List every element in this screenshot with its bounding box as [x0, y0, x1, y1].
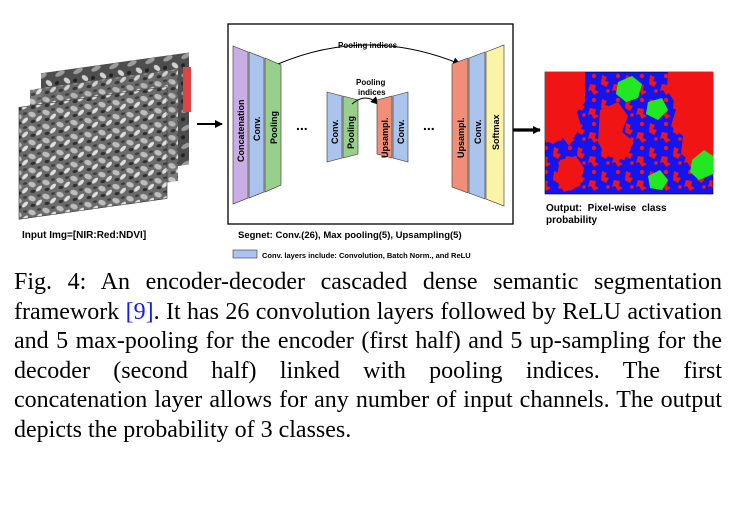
layer-pooling-2-label: Pooling — [346, 116, 356, 149]
output-region-red-center — [598, 102, 634, 160]
layer-pooling-1-label: Pooling — [269, 111, 279, 144]
layer-upsampling-2 — [451, 57, 469, 194]
caption-text-part-2: . It has 26 convolution layers followed … — [14, 298, 722, 443]
output-image — [544, 71, 714, 195]
output-region-red-bottom — [556, 156, 584, 192]
layer-conv-1-label: Conv. — [252, 117, 262, 141]
layer-conv-4 — [468, 51, 486, 200]
layer-concatenation — [232, 45, 249, 205]
pooling-indices-top-label: Pooling indices — [338, 41, 398, 50]
pooling-indices-mid-label-1: Pooling — [356, 78, 385, 87]
layer-softmax-label: Softmax — [491, 114, 501, 150]
layer-conv-1 — [248, 51, 265, 199]
caption-fig-label: Fig. 4: — [14, 269, 87, 295]
caption-text-part-1: An encoder-decoder cascaded dense semant… — [14, 269, 722, 325]
pooling-indices-mid-label-2: indices — [358, 88, 386, 97]
layer-conv-4-label: Conv. — [473, 120, 483, 144]
layer-upsampling-1 — [376, 95, 393, 159]
layer-conv-2 — [326, 91, 343, 163]
legend-swatch — [232, 249, 258, 259]
output-region-green-top — [616, 76, 642, 102]
network-diagram: Input Img=[NIR:Red:NDVI] Pooling indices… — [18, 23, 714, 260]
layer-conv-2-label: Conv. — [330, 120, 340, 144]
legend-text: Conv. layers include: Convolution, Batch… — [262, 251, 471, 260]
pooling-indices-arc — [277, 44, 461, 66]
output-region-red-right — [667, 72, 713, 164]
layer-pooling-1 — [264, 57, 282, 193]
layer-conv-3 — [392, 91, 409, 163]
layer-upsampling-1-label: Upsampl. — [380, 117, 390, 158]
layer-upsampling-2-label: Upsampl. — [456, 117, 466, 158]
encoder-ellipsis: ... — [296, 117, 308, 133]
output-region-green-mid — [646, 98, 668, 120]
output-label-line-1: Output: Pixel-wise class — [546, 203, 667, 214]
pooling-indices-mid-arc — [351, 96, 379, 105]
decoder-ellipsis: ... — [423, 117, 435, 133]
layer-conv-3-label: Conv. — [396, 120, 406, 144]
encoder: Concatenation Conv. Pooling ... Conv. Po… — [232, 45, 359, 205]
input-layer-front — [18, 86, 168, 220]
output-region-green-bottom — [648, 170, 668, 190]
layer-softmax — [485, 44, 505, 207]
citation-number: 9 — [133, 298, 146, 325]
output-label-line-2: probability — [546, 215, 598, 226]
input-image-stack — [18, 52, 191, 220]
citation-link[interactable]: [9] — [126, 299, 154, 325]
input-label: Input Img=[NIR:Red:NDVI] — [22, 230, 146, 241]
input-layer-ndvi-strip — [183, 67, 191, 112]
output-region-green-right — [690, 150, 713, 180]
figure-caption: Fig. 4: An encoder-decoder cascaded dens… — [14, 268, 722, 445]
layer-pooling-2 — [342, 95, 359, 159]
citation-close-bracket: ] — [145, 298, 154, 325]
segnet-label: Segnet: Conv.(26), Max pooling(5), Upsam… — [238, 230, 462, 241]
citation-open-bracket: [ — [125, 298, 134, 325]
layer-concatenation-label: Concatenation — [236, 99, 246, 162]
decoder: Upsampl. Conv. ... Upsampl. Conv. Softma… — [376, 44, 505, 207]
output-region-red-left — [545, 72, 585, 146]
